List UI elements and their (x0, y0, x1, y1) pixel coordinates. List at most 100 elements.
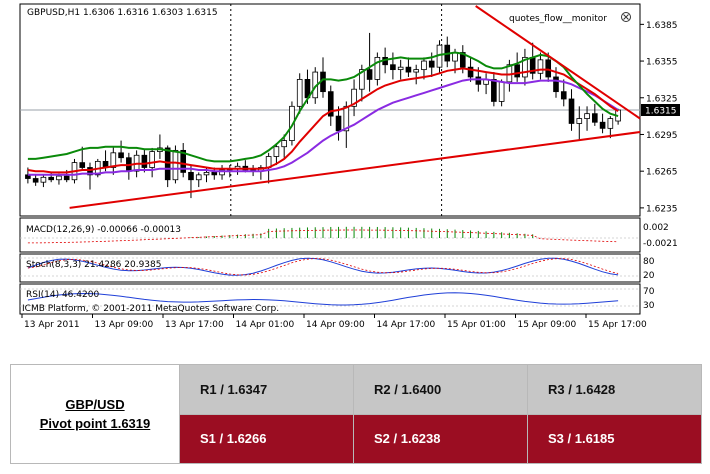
r2-cell: R2 / 1.6400 (353, 364, 528, 415)
s1-cell: S1 / 1.6266 (179, 413, 354, 464)
candle-body (25, 174, 31, 179)
candle-body (32, 178, 39, 183)
candle-body (40, 176, 47, 183)
stoch-panel (19, 253, 641, 283)
resistance-row: GBP/USD Pivot point 1.6319 R1 / 1.6347 R… (10, 364, 702, 464)
macd-panel (19, 217, 641, 253)
stoch-main-line (27, 257, 619, 276)
candle-body (335, 115, 342, 132)
candle-body (141, 154, 148, 168)
pivot-point: Pivot point 1.6319 (39, 416, 151, 431)
stoch-signal-line (27, 258, 619, 276)
candle-body (599, 121, 606, 129)
candle-body (413, 69, 420, 73)
macd-signal-line (27, 229, 619, 244)
candle-body (467, 66, 474, 78)
time-tick-label: 15 Apr 09:00 (518, 320, 577, 330)
time-tick-label: 15 Apr 17:00 (588, 320, 647, 330)
candle-body (405, 66, 412, 73)
candle-body (289, 105, 295, 141)
candle-body (180, 149, 187, 173)
candle-body (110, 152, 117, 168)
candle-body (87, 167, 93, 176)
stoch-tick-top: 80 (643, 257, 655, 267)
pair-name: GBP/USD (65, 397, 125, 412)
price-tick-label: 1.6235 (646, 204, 678, 214)
candle-body (584, 113, 590, 119)
time-tick-label: 13 Apr 17:00 (165, 320, 224, 330)
candle-body (390, 64, 396, 71)
candle-body (366, 69, 373, 80)
rsi-line (27, 292, 619, 306)
candle-body (568, 98, 575, 124)
candle-body (219, 169, 225, 176)
time-tick-label: 13 Apr 09:00 (95, 320, 154, 330)
candle-body (359, 69, 365, 90)
candle-body (343, 105, 350, 132)
candle-body (514, 64, 520, 78)
s2-cell: S2 / 1.6238 (353, 413, 528, 464)
candle-body (452, 52, 458, 62)
candle-body (296, 79, 303, 107)
candle-body (553, 76, 559, 93)
candle-body (203, 171, 210, 176)
candle-body (79, 162, 86, 168)
candle-body (48, 176, 54, 181)
candle-body (211, 171, 218, 176)
r3-cell: R3 / 1.6428 (527, 364, 702, 415)
chart-area: GBPUSD,H1 1.6306 1.6316 1.6303 1.6315 qu… (19, 3, 680, 330)
candle-body (63, 175, 70, 181)
stoch-tick-bottom: 20 (643, 271, 655, 281)
price-tick-label: 1.6295 (646, 131, 678, 141)
pair-cell: GBP/USD Pivot point 1.6319 (10, 364, 180, 464)
candle-body (281, 140, 287, 148)
price-tick-label: 1.6385 (646, 21, 678, 31)
stoch-label: Stoch(8,3,3) 21.4286 20.9385 (26, 260, 161, 270)
current-price-label: 1.6315 (645, 107, 677, 117)
r1-cell: R1 / 1.6347 (179, 364, 354, 415)
time-tick-label: 14 Apr 09:00 (306, 320, 365, 330)
rsi-tick-top: 70 (643, 287, 655, 297)
candle-body (164, 147, 171, 181)
candle-body (428, 60, 435, 68)
macd-tick-top: 0.002 (643, 223, 669, 233)
moving-average-purple (27, 78, 619, 176)
price-tick-label: 1.6325 (646, 94, 678, 104)
candle-body (592, 113, 598, 123)
candle-body (498, 81, 505, 102)
price-tick-label: 1.6265 (646, 168, 678, 178)
candle-body (459, 52, 466, 68)
time-tick-label: 14 Apr 17:00 (377, 320, 436, 330)
candle-body (374, 56, 381, 80)
candle-body (607, 118, 614, 129)
candle-body (195, 174, 202, 181)
candle-body (56, 175, 62, 181)
candle-body (421, 60, 427, 71)
candle-body (351, 88, 357, 107)
pivot-table: GBP/USD Pivot point 1.6319 R1 / 1.6347 R… (10, 364, 702, 464)
candle-body (491, 79, 497, 102)
rsi-tick-bottom: 30 (643, 301, 655, 311)
candle-body (537, 59, 544, 74)
candle-body (118, 152, 124, 159)
close-icon[interactable] (621, 12, 631, 22)
copyright: ICMB Platform, © 2001-2011 MetaQuotes So… (22, 304, 279, 314)
macd-label: MACD(12,26,9) -0.00066 -0.00013 (26, 225, 181, 235)
macd-tick-bottom: -0.0021 (643, 239, 678, 249)
price-tick-label: 1.6355 (646, 58, 678, 68)
rsi-label: RSI(14) 46.4200 (26, 290, 99, 300)
candle-body (327, 91, 334, 117)
candle-body (397, 66, 404, 71)
candle-body (545, 59, 552, 78)
trendline-2 (475, 5, 641, 120)
s3-cell: S3 / 1.6185 (527, 413, 702, 464)
candle-body (273, 146, 280, 157)
time-tick-label: 14 Apr 01:00 (236, 320, 295, 330)
candle-body (522, 56, 528, 78)
trendline-1 (69, 131, 641, 209)
candle-body (560, 91, 567, 100)
current-price-badge (641, 104, 680, 116)
time-tick-label: 13 Apr 2011 (24, 320, 80, 330)
time-tick-label: 15 Apr 01:00 (447, 320, 506, 330)
candle-body (475, 76, 482, 85)
